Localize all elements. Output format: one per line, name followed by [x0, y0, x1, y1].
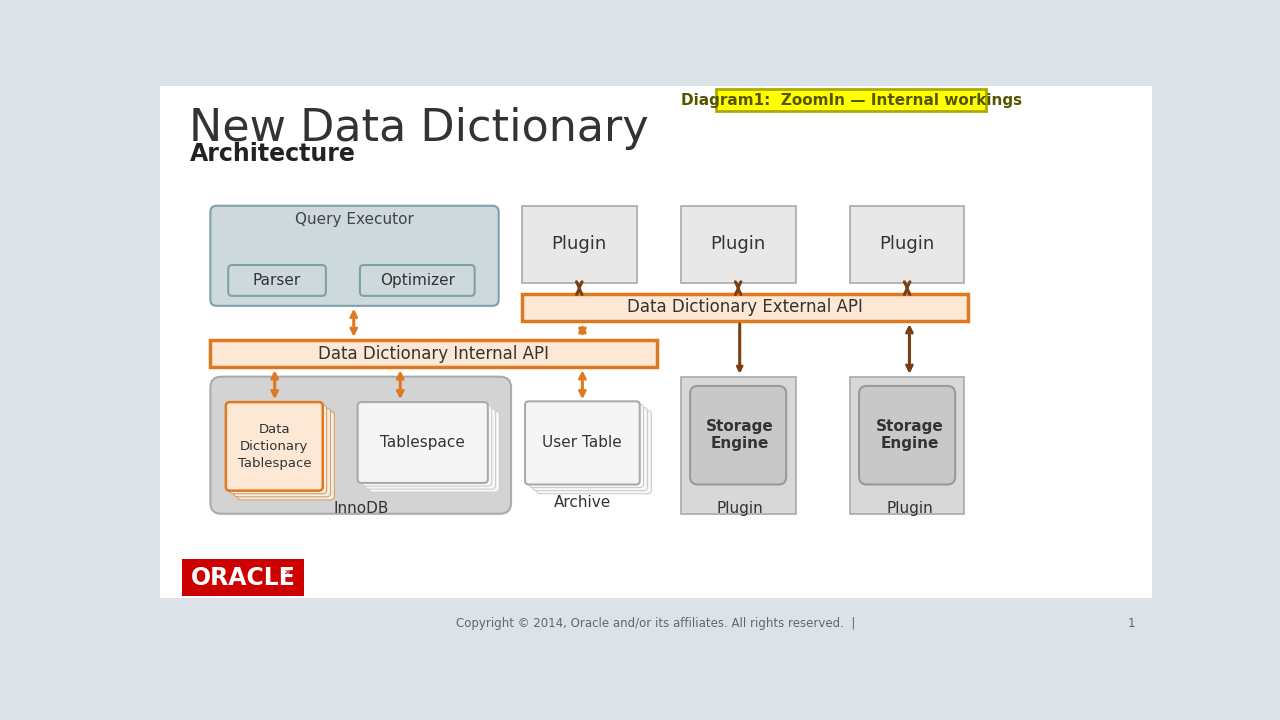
Bar: [522, 294, 969, 321]
Text: Diagram1:  ZoomIn — Internal workings: Diagram1: ZoomIn — Internal workings: [681, 93, 1021, 108]
Bar: [717, 89, 986, 111]
FancyBboxPatch shape: [529, 405, 644, 487]
Text: Parser: Parser: [253, 273, 301, 288]
FancyBboxPatch shape: [369, 411, 499, 492]
FancyBboxPatch shape: [536, 410, 652, 494]
Text: Data Dictionary External API: Data Dictionary External API: [627, 298, 863, 316]
Text: Data
Dictionary
Tablespace: Data Dictionary Tablespace: [238, 423, 311, 470]
FancyBboxPatch shape: [690, 386, 786, 485]
FancyBboxPatch shape: [238, 411, 334, 500]
Text: 1: 1: [1128, 617, 1135, 631]
FancyBboxPatch shape: [210, 206, 499, 306]
Bar: [681, 206, 795, 283]
Bar: [182, 559, 305, 596]
Text: Optimizer: Optimizer: [380, 273, 454, 288]
Text: Data Dictionary Internal API: Data Dictionary Internal API: [317, 345, 549, 363]
Text: Query Executor: Query Executor: [296, 212, 413, 227]
Bar: [210, 340, 657, 367]
FancyBboxPatch shape: [229, 405, 326, 494]
Text: Plugin: Plugin: [717, 501, 763, 516]
Text: InnoDB: InnoDB: [333, 501, 388, 516]
FancyBboxPatch shape: [365, 408, 495, 489]
Text: Storage
Engine: Storage Engine: [705, 419, 773, 451]
Text: Plugin: Plugin: [879, 235, 934, 253]
FancyBboxPatch shape: [525, 401, 640, 485]
Text: Plugin: Plugin: [552, 235, 607, 253]
FancyBboxPatch shape: [234, 408, 330, 497]
FancyBboxPatch shape: [360, 265, 475, 296]
Bar: [522, 206, 636, 283]
Bar: [850, 377, 964, 514]
FancyBboxPatch shape: [859, 386, 955, 485]
Text: Storage
Engine: Storage Engine: [876, 419, 943, 451]
Bar: [850, 206, 964, 283]
Bar: [160, 598, 1152, 641]
Text: ®: ®: [280, 567, 289, 577]
Text: User Table: User Table: [543, 436, 622, 451]
Text: New Data Dictionary: New Data Dictionary: [189, 107, 649, 150]
FancyBboxPatch shape: [532, 408, 648, 490]
Text: Plugin: Plugin: [886, 501, 933, 516]
FancyBboxPatch shape: [228, 265, 326, 296]
Text: ORACLE: ORACLE: [191, 566, 296, 590]
FancyBboxPatch shape: [210, 377, 511, 514]
Text: Copyright © 2014, Oracle and/or its affiliates. All rights reserved.  |: Copyright © 2014, Oracle and/or its affi…: [456, 617, 856, 631]
FancyBboxPatch shape: [361, 405, 492, 486]
Text: Tablespace: Tablespace: [380, 435, 465, 450]
Text: Archive: Archive: [554, 495, 611, 510]
Text: Plugin: Plugin: [710, 235, 765, 253]
Bar: [681, 377, 795, 514]
Text: Architecture: Architecture: [189, 142, 356, 166]
FancyBboxPatch shape: [357, 402, 488, 483]
FancyBboxPatch shape: [225, 402, 323, 490]
